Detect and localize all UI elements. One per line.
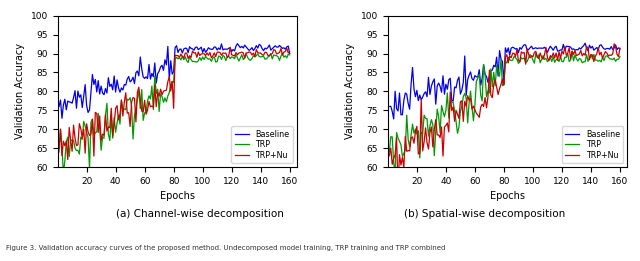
Baseline — [536, 46, 544, 50]
TRP+Nu — [286, 50, 294, 53]
Line: Baseline: Baseline — [389, 43, 620, 119]
TRP — [184, 61, 192, 64]
TRP+Nu — [611, 42, 618, 45]
TRP+Nu — [184, 57, 192, 60]
Baseline — [277, 45, 285, 49]
TRP — [122, 108, 130, 111]
TRP+Nu — [227, 46, 234, 49]
TRP — [607, 57, 615, 61]
Line: Baseline: Baseline — [59, 44, 290, 118]
TRP — [276, 59, 284, 62]
Baseline — [103, 92, 111, 95]
Legend: Baseline, TRP, TRP+Nu: Baseline, TRP, TRP+Nu — [232, 126, 293, 163]
Legend: Baseline, TRP, TRP+Nu: Baseline, TRP, TRP+Nu — [562, 126, 623, 163]
Baseline — [575, 46, 583, 49]
TRP+Nu — [277, 47, 285, 50]
Text: (a) Channel-wise decomposition: (a) Channel-wise decomposition — [116, 209, 284, 219]
TRP — [385, 150, 393, 153]
Baseline — [390, 117, 397, 121]
TRP+Nu — [103, 129, 111, 133]
Baseline — [607, 45, 615, 48]
Baseline — [55, 105, 63, 108]
Baseline — [616, 47, 624, 50]
TRP+Nu — [64, 158, 72, 161]
TRP — [286, 54, 294, 57]
TRP — [55, 150, 63, 153]
Baseline — [206, 47, 214, 50]
TRP+Nu — [433, 133, 441, 136]
Baseline — [581, 41, 589, 45]
Text: Figure 3. Validation accuracy curves of the proposed method. Undecomposed model : Figure 3. Validation accuracy curves of … — [6, 245, 446, 251]
TRP+Nu — [55, 147, 63, 150]
Y-axis label: Validation Accuracy: Validation Accuracy — [15, 43, 25, 139]
TRP — [60, 173, 67, 176]
X-axis label: Epochs: Epochs — [490, 191, 525, 201]
TRP — [206, 57, 214, 60]
TRP — [433, 108, 441, 111]
TRP — [616, 55, 624, 58]
TRP — [515, 62, 522, 65]
TRP — [245, 58, 253, 61]
TRP+Nu — [394, 186, 402, 189]
TRP+Nu — [575, 52, 583, 56]
Baseline — [515, 51, 522, 54]
TRP — [452, 120, 460, 123]
Baseline — [385, 105, 393, 108]
TRP+Nu — [246, 51, 254, 54]
TRP — [103, 102, 111, 105]
Y-axis label: Validation Accuracy: Validation Accuracy — [346, 43, 355, 139]
TRP+Nu — [616, 47, 624, 50]
Baseline — [234, 42, 241, 45]
TRP+Nu — [385, 154, 393, 157]
Baseline — [184, 51, 192, 54]
TRP+Nu — [452, 109, 460, 112]
Baseline — [246, 48, 254, 51]
TRP+Nu — [122, 91, 130, 94]
TRP+Nu — [536, 51, 544, 55]
Line: TRP+Nu: TRP+Nu — [59, 47, 290, 159]
Baseline — [286, 52, 294, 55]
Line: TRP: TRP — [389, 51, 620, 171]
TRP — [278, 52, 286, 55]
TRP+Nu — [206, 51, 214, 54]
Baseline — [122, 84, 130, 87]
X-axis label: Epochs: Epochs — [160, 191, 195, 201]
Baseline — [58, 117, 66, 120]
TRP — [536, 61, 544, 64]
Baseline — [433, 85, 441, 88]
Line: TRP: TRP — [59, 53, 290, 174]
TRP — [568, 50, 576, 53]
Line: TRP+Nu: TRP+Nu — [389, 44, 620, 187]
TRP — [391, 169, 399, 172]
Text: (b) Spatial-wise decomposition: (b) Spatial-wise decomposition — [404, 209, 565, 219]
Baseline — [452, 86, 460, 90]
TRP — [577, 58, 584, 61]
TRP+Nu — [606, 54, 614, 57]
TRP+Nu — [515, 59, 522, 62]
